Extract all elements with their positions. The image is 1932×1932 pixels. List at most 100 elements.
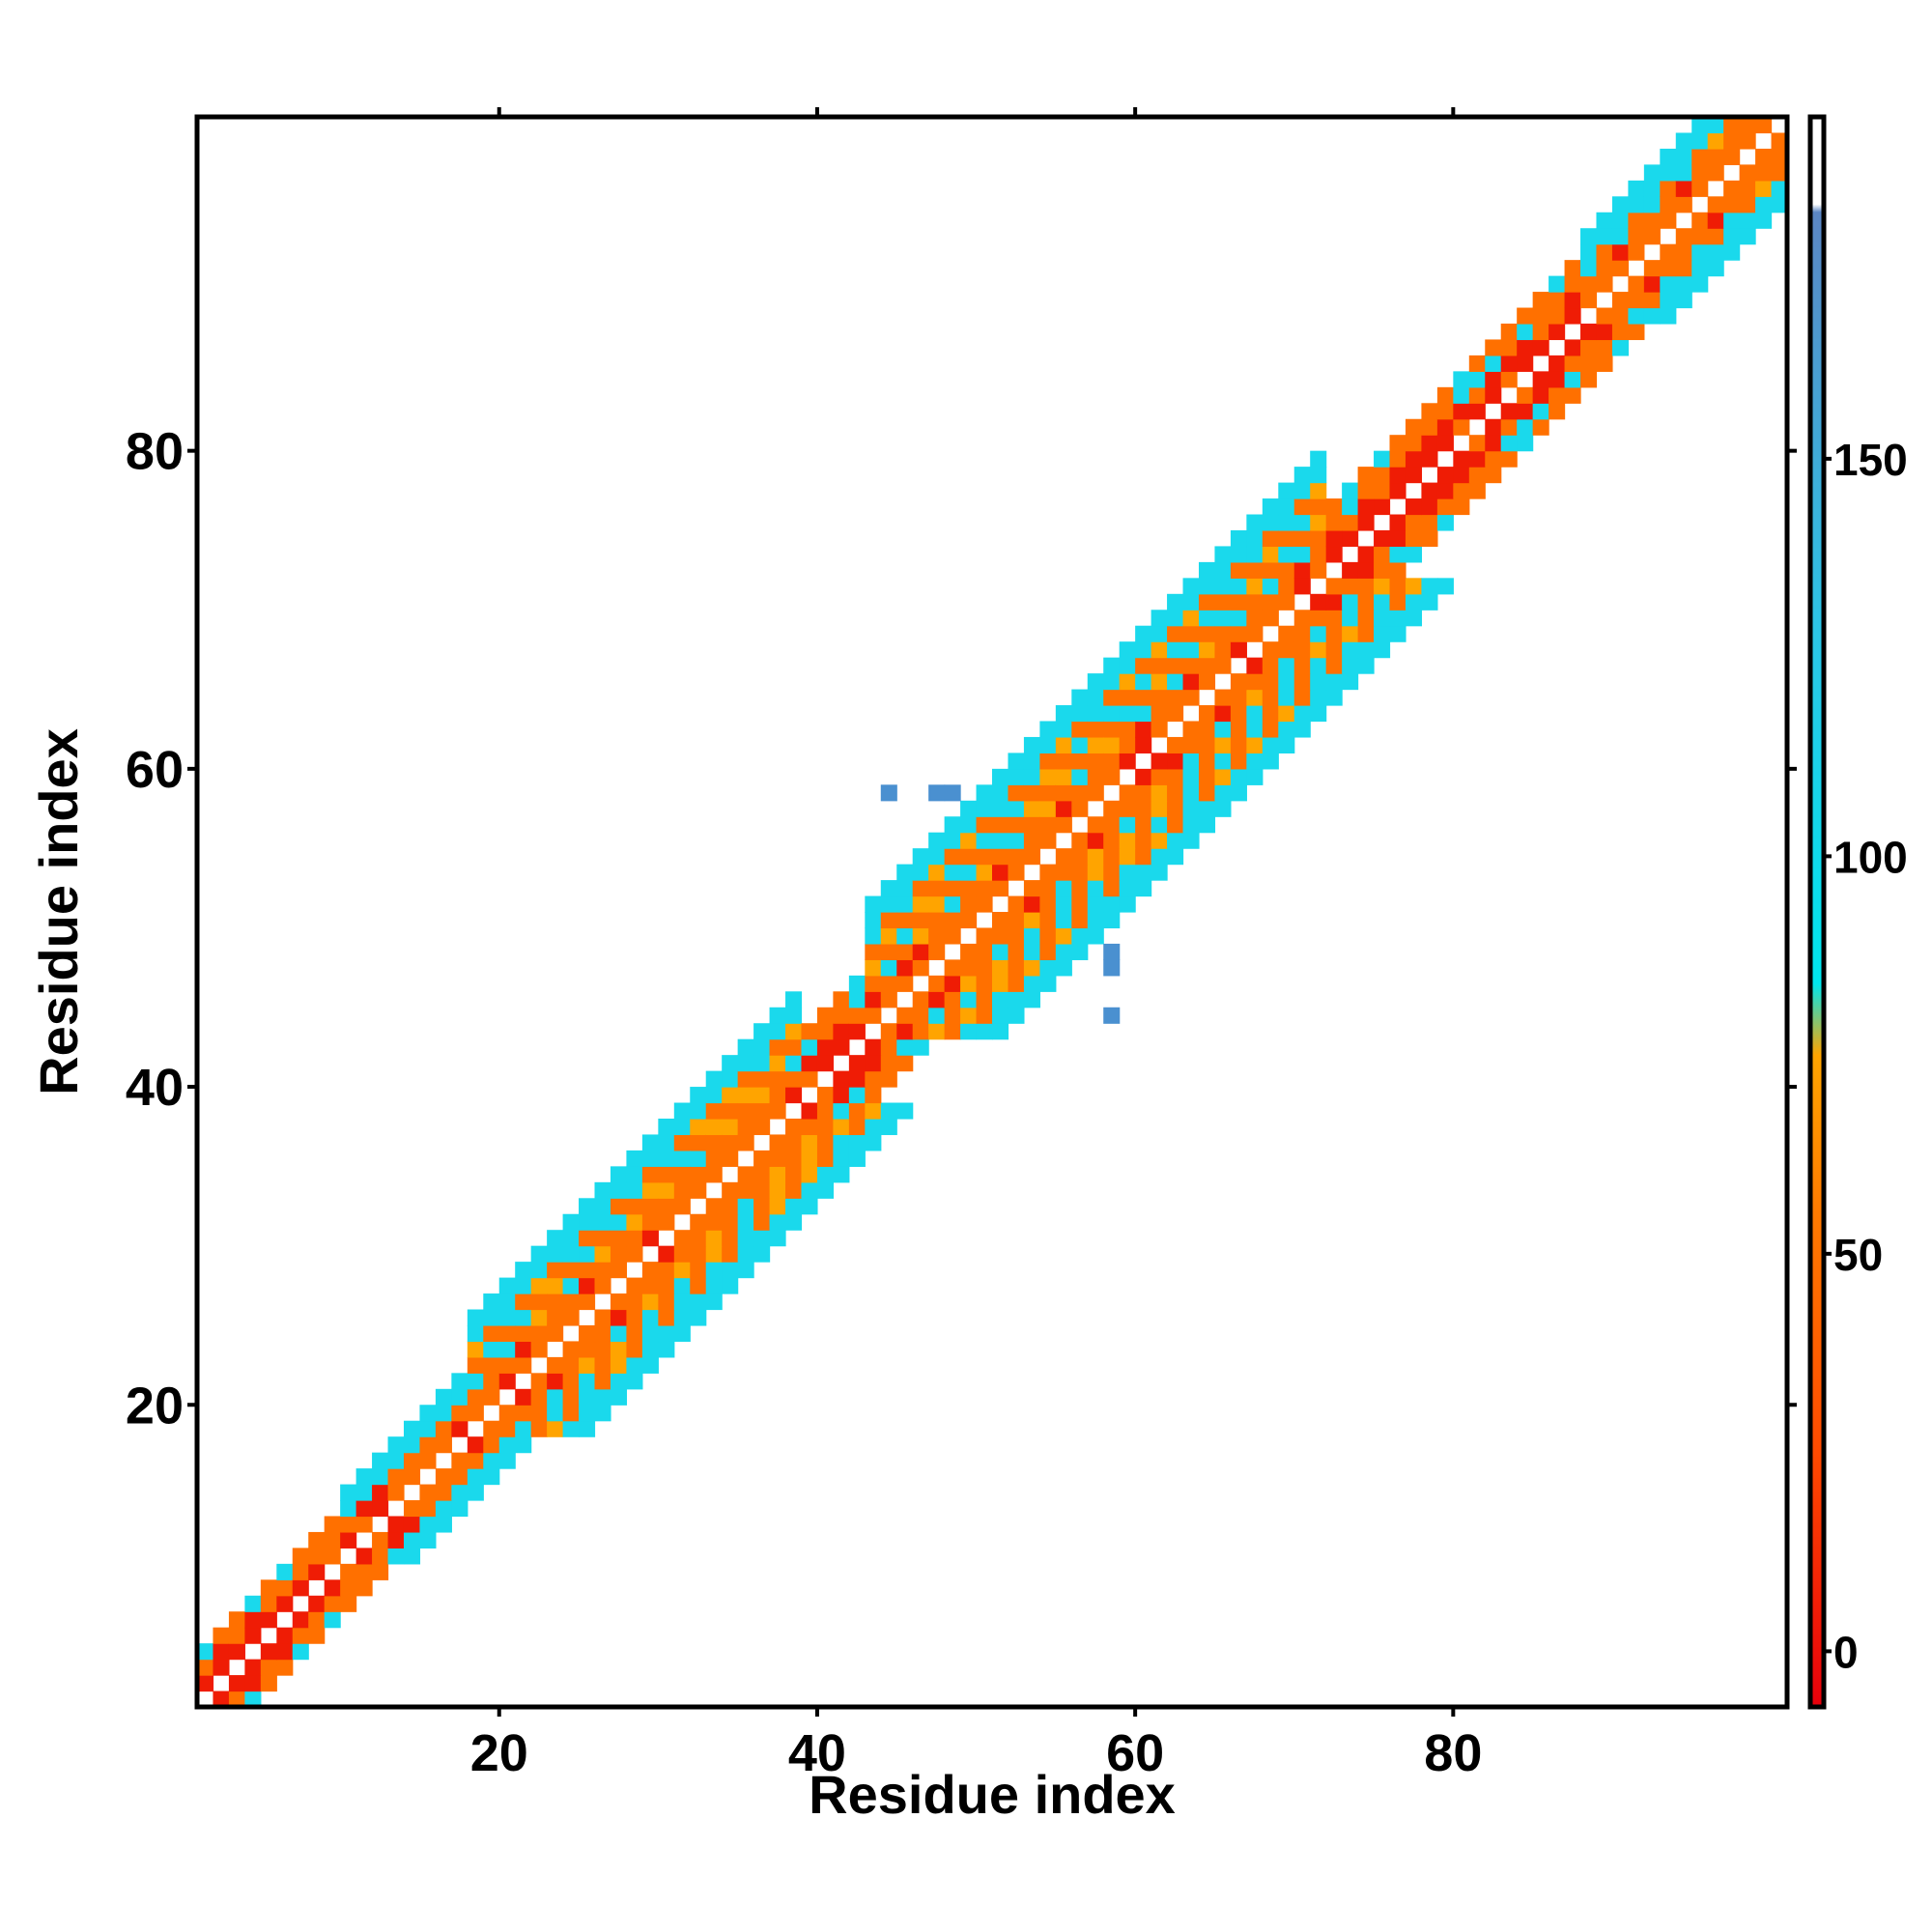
heatmap-cell: [340, 1531, 357, 1548]
heatmap-cell: [498, 1373, 516, 1390]
heatmap-cell: [1246, 610, 1264, 627]
heatmap-cell: [896, 1102, 914, 1120]
heatmap-cell: [1167, 610, 1184, 627]
heatmap-cell: [737, 1213, 754, 1231]
heatmap-cell: [1182, 673, 1200, 691]
heatmap-cell: [1468, 371, 1486, 388]
heatmap-cell: [1755, 212, 1773, 229]
heatmap-cell: [833, 1007, 850, 1024]
heatmap-cell: [530, 1262, 548, 1279]
colorbar: 0 50 100 150: [1807, 114, 1908, 1710]
heatmap-cell: [1548, 371, 1566, 388]
heatmap-cell: [387, 1468, 405, 1486]
heatmap-cell: [880, 912, 897, 929]
heatmap-cell: [1135, 673, 1152, 691]
heatmap-cell: [1436, 514, 1454, 531]
heatmap-cell: [1278, 641, 1295, 659]
heatmap-cell: [1246, 593, 1264, 611]
heatmap-cell: [848, 1087, 866, 1104]
heatmap-cell: [1325, 641, 1343, 659]
heatmap-cell: [1230, 546, 1247, 563]
heatmap-cell: [1135, 721, 1152, 738]
heatmap-cell: [1691, 180, 1709, 197]
heatmap-cell: [992, 768, 1009, 785]
heatmap-cell: [1755, 117, 1773, 134]
heatmap-cell: [355, 1484, 373, 1501]
heatmap-cell: [785, 1150, 803, 1167]
heatmap-cell: [1723, 148, 1741, 165]
heatmap-cell: [1055, 864, 1072, 881]
heatmap-cell: [562, 1356, 580, 1374]
heatmap-cell: [1278, 705, 1295, 723]
heatmap-cell: [1023, 880, 1040, 897]
heatmap-cell: [976, 816, 993, 834]
heatmap-cell: [1453, 450, 1470, 468]
heatmap-cell: [896, 1038, 914, 1056]
heatmap-cell: [1564, 292, 1581, 309]
heatmap-cell: [1548, 275, 1566, 293]
heatmap-cell: [753, 1166, 771, 1183]
heatmap-cell: [1342, 625, 1359, 642]
heatmap-cell: [1357, 641, 1375, 659]
heatmap-cell: [610, 1230, 628, 1247]
heatmap-cell: [705, 1070, 723, 1088]
heatmap-cell: [1628, 196, 1645, 213]
heatmap-cell: [483, 1388, 500, 1406]
heatmap-cell: [387, 1548, 405, 1565]
heatmap-cell: [1357, 610, 1375, 627]
heatmap-cell: [1039, 912, 1057, 929]
heatmap-cell: [690, 1118, 707, 1136]
heatmap-cell: [292, 1548, 309, 1565]
heatmap-cell: [1739, 117, 1756, 134]
heatmap-cell: [547, 1309, 564, 1326]
heatmap-cell: [1055, 943, 1072, 960]
heatmap-cell: [515, 1420, 532, 1437]
heatmap-cell: [1342, 593, 1359, 611]
heatmap-cell: [1008, 848, 1025, 866]
heatmap-cell: [1023, 895, 1040, 913]
heatmap-cell: [1039, 816, 1057, 834]
heatmap-cell: [1643, 307, 1661, 325]
heatmap-cell: [1421, 593, 1438, 611]
heatmap-cell: [641, 1324, 659, 1343]
heatmap-cell: [928, 975, 946, 992]
heatmap-cell: [610, 1341, 628, 1358]
heatmap-cell: [1325, 593, 1343, 611]
heatmap-cell: [1643, 292, 1661, 309]
heatmap-cell: [1517, 323, 1534, 341]
heatmap-cell: [992, 943, 1009, 960]
heatmap-cell: [1198, 657, 1216, 674]
heatmap-cell: [1293, 467, 1311, 484]
heatmap-cell: [403, 1436, 421, 1454]
x-tick-label: 40: [788, 1724, 846, 1782]
heatmap-cell: [1230, 689, 1247, 706]
heatmap-cell: [340, 1563, 357, 1580]
heatmap-cell: [197, 1659, 214, 1676]
heatmap-cell: [1039, 832, 1057, 849]
heatmap-cell: [355, 1548, 373, 1565]
heatmap-cell: [753, 1213, 771, 1231]
heatmap-cell: [244, 1659, 262, 1676]
heatmap-cell: [944, 848, 961, 866]
heatmap-cell: [1611, 196, 1629, 213]
heatmap-cell: [737, 1198, 754, 1215]
heatmap-cell: [451, 1468, 469, 1486]
heatmap-cell: [1660, 292, 1677, 309]
heatmap-cell: [1262, 721, 1279, 738]
heatmap-cell: [1564, 355, 1581, 372]
heatmap-cell: [483, 1356, 500, 1374]
heatmap-cell: [1628, 275, 1645, 293]
heatmap-cell: [1167, 657, 1184, 674]
heatmap-cell: [1691, 164, 1709, 182]
heatmap-cell: [1262, 610, 1279, 627]
heatmap-cell: [1643, 196, 1661, 213]
heatmap-cell: [1103, 753, 1121, 770]
heatmap-cell: [1405, 578, 1423, 595]
heatmap-cell: [1628, 292, 1645, 309]
heatmap-cell: [1008, 864, 1025, 881]
heatmap-cell: [1214, 800, 1232, 817]
heatmap-cell: [498, 1420, 516, 1437]
heatmap-cell: [547, 1420, 564, 1437]
heatmap-cell: [530, 1420, 548, 1437]
heatmap-cell: [705, 1166, 723, 1183]
